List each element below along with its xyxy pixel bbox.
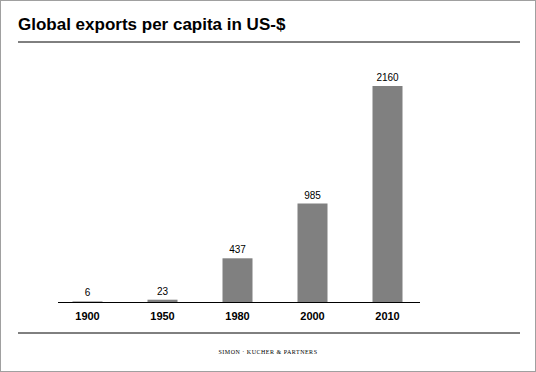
data-label: 985 [304, 190, 321, 201]
x-tick: 2010 [375, 302, 399, 322]
x-tick: 1900 [75, 302, 99, 322]
bar [148, 300, 178, 302]
footer-text: SIMON · KUCHER & PARTNERS [219, 349, 318, 355]
title-rule [18, 42, 520, 43]
footer-rule [18, 333, 520, 334]
x-tick-label: 2010 [375, 310, 399, 322]
data-label: 2160 [376, 72, 399, 83]
title: Global exports per capita in US-$ [18, 15, 286, 34]
x-axis-line [58, 302, 420, 303]
x-tick: 1950 [150, 302, 174, 322]
bar [373, 86, 403, 302]
bar [223, 258, 253, 302]
x-tick-label: 2000 [300, 310, 324, 322]
data-label: 437 [229, 244, 246, 255]
x-tick-label: 1900 [75, 310, 99, 322]
x-tick: 2000 [300, 302, 324, 322]
x-axis: 1900 1950 1980 2000 2010 [58, 302, 420, 322]
data-label: 23 [157, 286, 169, 297]
x-tick-label: 1980 [225, 310, 249, 322]
frame [1, 1, 536, 372]
x-tick: 1980 [225, 302, 249, 322]
bar [73, 301, 103, 302]
bars [73, 86, 403, 302]
x-tick-label: 1950 [150, 310, 174, 322]
data-labels: 6 23 437 985 2160 [85, 72, 399, 298]
chart: Global exports per capita in US-$ 6 23 437 9… [0, 0, 536, 372]
data-label: 6 [85, 287, 91, 298]
bar [298, 204, 328, 303]
